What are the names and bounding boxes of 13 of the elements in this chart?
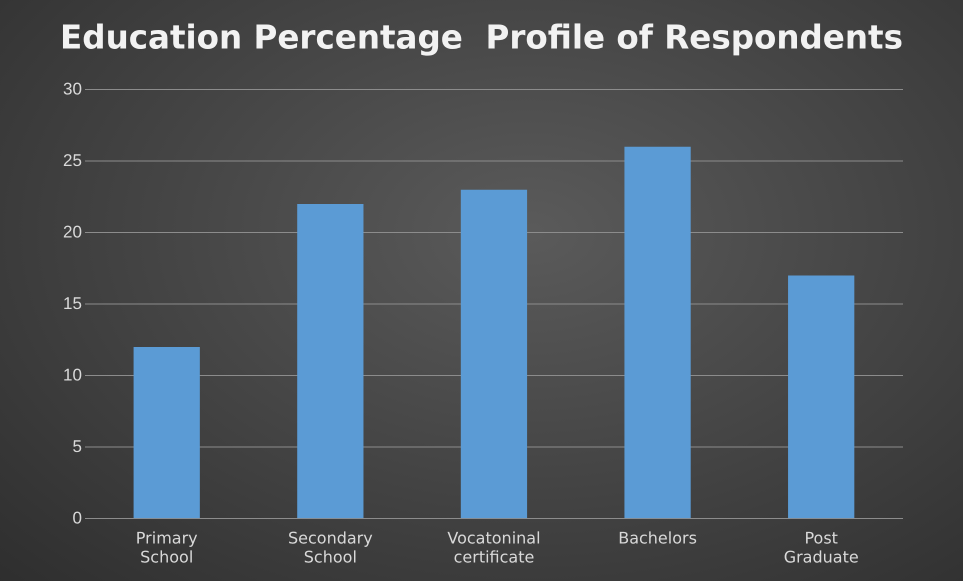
x-tick-label: Secondary School [288, 528, 373, 567]
y-tick-label: 10 [62, 365, 82, 384]
y-tick-label: 0 [72, 508, 82, 528]
y-tick-label: 20 [62, 222, 82, 242]
y-tick-label: 25 [62, 150, 82, 170]
chart-title: Education Percentage Profile of Respondents [60, 18, 903, 56]
x-tick-label: Bachelors [618, 528, 697, 548]
x-tick-label: Post Graduate [784, 528, 859, 567]
y-tick-label: 5 [72, 436, 82, 456]
y-tick-label: 15 [62, 294, 82, 313]
x-tick-label: Vocatoninal certificate [447, 528, 541, 567]
x-tick-label: Primary School [136, 528, 198, 567]
y-tick-label: 30 [62, 79, 82, 98]
